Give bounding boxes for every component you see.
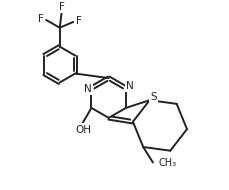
- Text: N: N: [84, 84, 91, 94]
- Text: N: N: [126, 81, 134, 91]
- Text: F: F: [76, 16, 82, 26]
- Text: CH₃: CH₃: [158, 158, 176, 169]
- Text: F: F: [38, 14, 44, 24]
- Text: F: F: [59, 2, 65, 12]
- Text: OH: OH: [76, 125, 92, 135]
- Text: S: S: [150, 92, 157, 102]
